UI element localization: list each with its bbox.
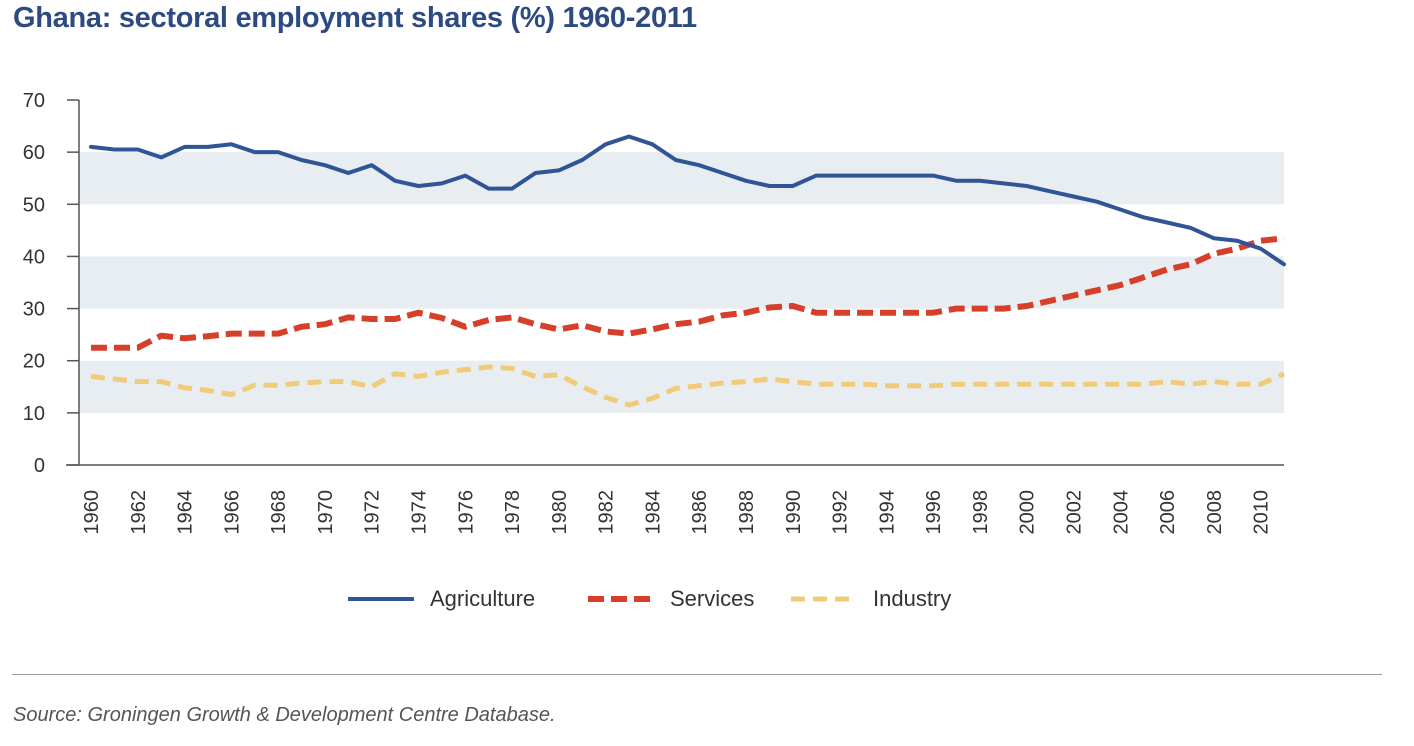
source-note: Source: Groningen Growth & Development C…	[13, 704, 556, 726]
x-tick-label: 1982	[596, 490, 618, 535]
legend-label-services: Services	[670, 586, 754, 611]
x-tick-label: 2006	[1157, 490, 1179, 535]
divider	[12, 674, 1382, 675]
chart-title: Ghana: sectoral employment shares (%) 19…	[13, 2, 697, 34]
x-tick-label: 1984	[642, 490, 664, 535]
legend-label-industry: Industry	[873, 586, 951, 611]
x-tick-label: 1964	[175, 490, 197, 535]
series-line-industry	[90, 364, 1286, 408]
x-tick-label: 1996	[923, 490, 945, 535]
grid-band	[79, 256, 1284, 309]
grid-band	[79, 360, 1284, 413]
y-tick-label: 70	[23, 90, 45, 112]
y-tick-label: 20	[23, 351, 45, 373]
x-tick-label: 1972	[362, 490, 384, 535]
x-tick-label: 2000	[1017, 490, 1039, 535]
x-tick-label: 2008	[1204, 490, 1226, 535]
y-tick-label: 10	[23, 403, 45, 425]
y-tick-label: 30	[23, 299, 45, 321]
x-tick-label: 1974	[408, 490, 430, 535]
x-tick-label: 2010	[1251, 490, 1273, 535]
x-tick-label: 1968	[268, 490, 290, 535]
x-tick-label: 1962	[128, 490, 150, 535]
series-line-agriculture	[89, 134, 1286, 267]
y-tick-label: 0	[34, 455, 45, 477]
grid-bands	[79, 152, 1284, 413]
x-tick-label: 1986	[689, 490, 711, 535]
x-tick-label: 1988	[736, 490, 758, 535]
x-tick-label: 1980	[549, 490, 571, 535]
line-chart: 0 10 20 30 40 50 60 70 1960 1962 1964 1966 1968 1970…	[23, 90, 1286, 611]
x-tick-label: 2004	[1110, 490, 1132, 535]
series-lines	[89, 134, 1286, 408]
x-tick-label: 1992	[830, 490, 852, 535]
x-tick-label: 1978	[502, 490, 524, 535]
y-tick-label: 60	[23, 142, 45, 164]
x-axis: 1960 1962 1964 1966 1968 1970 1972 1974 1976 1978…	[66, 464, 1284, 535]
x-tick-label: 1994	[876, 490, 898, 535]
legend-label-agriculture: Agriculture	[430, 586, 535, 611]
x-tick-label: 1966	[221, 490, 243, 535]
x-tick-label: 1990	[783, 490, 805, 535]
y-tick-label: 50	[23, 194, 45, 216]
legend: Agriculture Services Industry	[348, 586, 951, 611]
series-line-services	[91, 235, 1285, 351]
x-tick-label: 2002	[1063, 490, 1085, 535]
x-tick-label: 1970	[315, 490, 337, 535]
x-tick-label: 1998	[970, 490, 992, 535]
y-tick-label: 40	[23, 246, 45, 268]
y-axis: 0 10 20 30 40 50 60 70	[23, 90, 80, 477]
x-tick-label: 1976	[455, 490, 477, 534]
x-tick-label: 1960	[81, 490, 103, 535]
